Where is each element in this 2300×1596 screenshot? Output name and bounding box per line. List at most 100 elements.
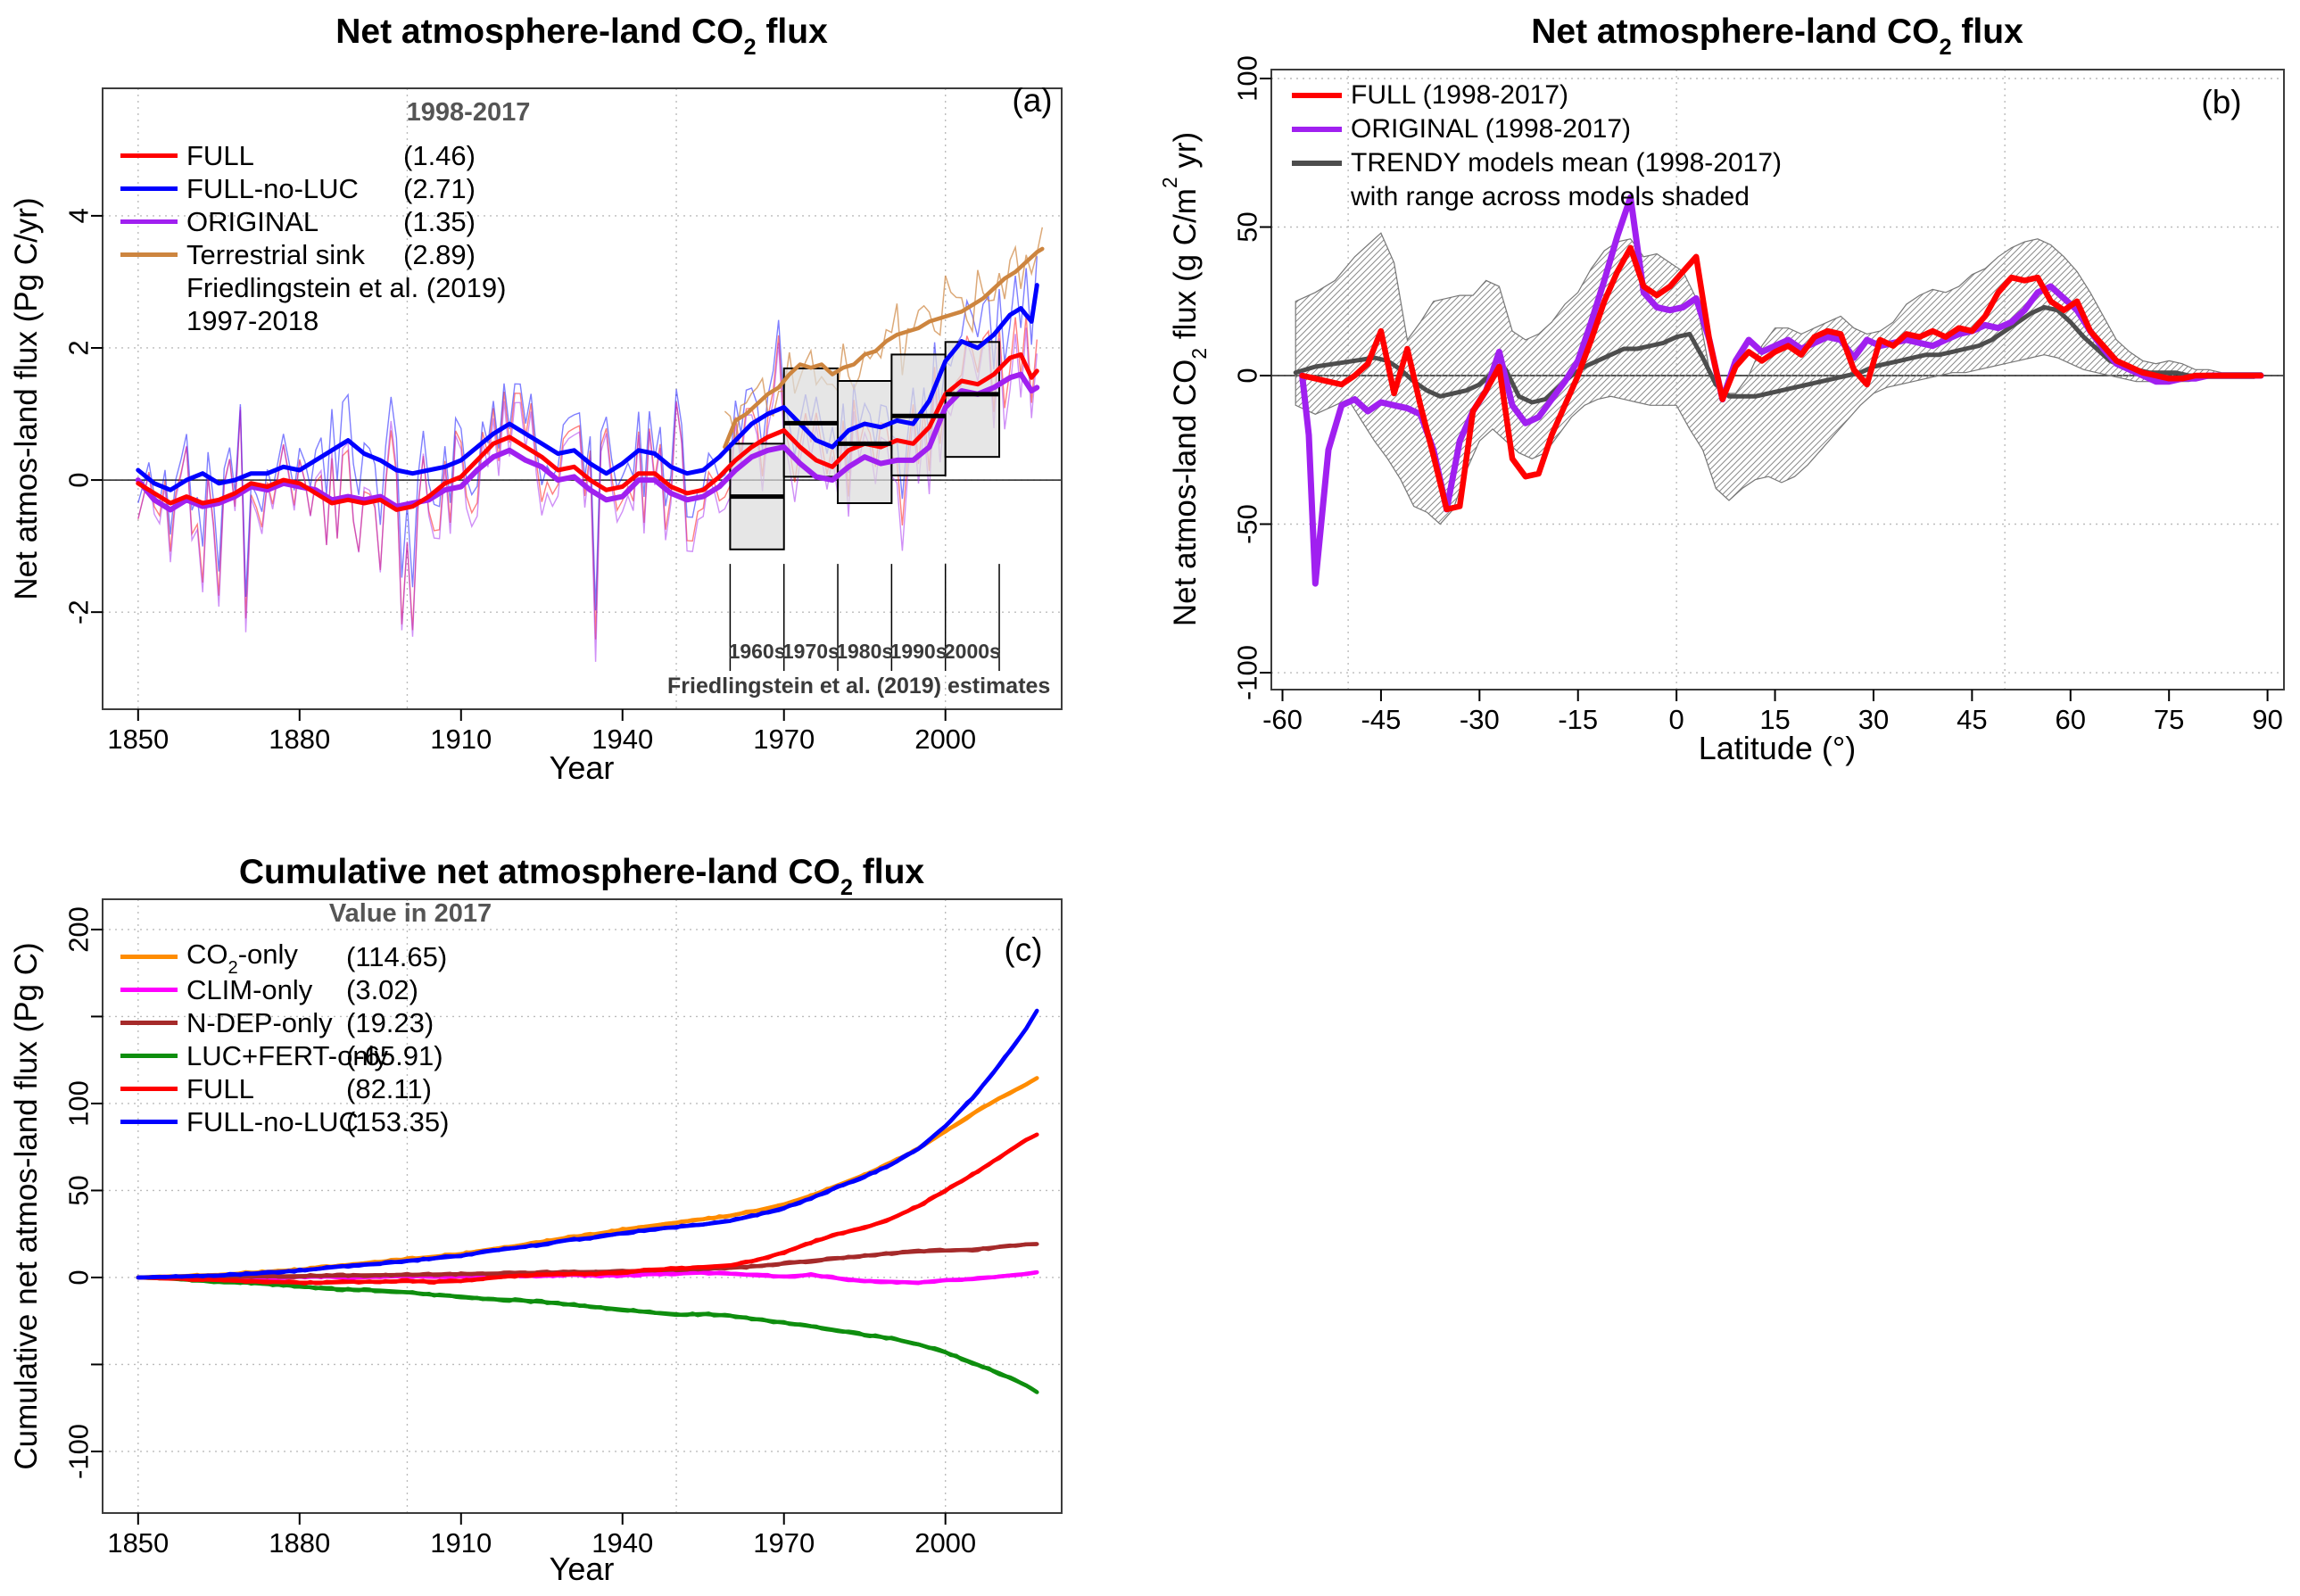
panel-c-y-axis-label: Cumulative net atmos-land flux (Pg C) xyxy=(9,942,44,1470)
legend-row-full: FULL (1998-2017) xyxy=(1292,79,1782,112)
y-tick-label: -100 xyxy=(1232,645,1263,700)
luc-fert-only-line-swatch xyxy=(120,1054,178,1058)
x-tick-label: 1910 xyxy=(430,1527,492,1559)
panel-c-x-axis-label: Year xyxy=(549,1551,615,1587)
x-tick-label: -45 xyxy=(1361,704,1402,735)
plot-frame xyxy=(1270,69,2285,690)
panel-b-y-axis-label: Net atmos-land CO2 flux (g C/m2 yr) xyxy=(1158,131,1211,627)
legend-label: ORIGINAL xyxy=(186,205,319,237)
x-tick-label: 2000 xyxy=(914,1527,976,1559)
panel-a-legend: FULL (1.46) FULL-no-LUC (2.71) ORIGINAL … xyxy=(120,139,506,337)
legend-row-full-no-luc: FULL-no-LUC (2.71) xyxy=(120,172,506,205)
legend-label: FULL-no-LUC xyxy=(186,172,359,204)
original-line-swatch xyxy=(120,219,178,224)
series-FULL xyxy=(136,351,1039,512)
series-FULL-no-LUC xyxy=(136,283,1039,492)
panel-b-legend: FULL (1998-2017) ORIGINAL (1998-2017) TR… xyxy=(1292,79,1782,214)
y-tick-label: 50 xyxy=(63,1175,95,1205)
decade-label: 1990s xyxy=(890,640,947,663)
legend-row-original: ORIGINAL (1998-2017) xyxy=(1292,112,1782,146)
full-line-swatch xyxy=(120,1087,178,1091)
x-tick-label: 75 xyxy=(2154,704,2184,735)
decade-label: 1970s xyxy=(782,640,840,663)
x-tick-label: 1940 xyxy=(592,724,653,755)
co2-only-line-swatch xyxy=(120,955,178,959)
y-tick-label: -2 xyxy=(63,600,95,624)
y-tick-label: 200 xyxy=(63,906,95,953)
plot-frame xyxy=(102,898,1063,1514)
legend-label: FULL xyxy=(186,1072,254,1104)
decade-label: 1960s xyxy=(729,640,786,663)
decade-label: 2000s xyxy=(944,640,1001,663)
series-Terrestrial sink xyxy=(723,246,1045,450)
legend-label: CLIM-only xyxy=(186,973,313,1005)
x-tick-label: 1850 xyxy=(107,1527,169,1559)
legend-row-ndep-only: N-DEP-only (19.23) xyxy=(120,1006,434,1039)
series-annual-FULL xyxy=(137,1132,1038,1286)
full-line-swatch xyxy=(1292,93,1342,98)
legend-citation-line: Friedlingstein et al. (2019) xyxy=(186,272,507,303)
full-no-luc-line-swatch xyxy=(120,1120,178,1124)
decade-label: 1980s xyxy=(836,640,893,663)
legend-label: ORIGINAL (1998-2017) xyxy=(1351,114,1632,144)
legend-row-co2-only: CO2-only (114.65) xyxy=(120,938,447,978)
series-FULL xyxy=(1299,244,2264,513)
legend-label: CO2-only xyxy=(186,938,298,978)
ndep-only-line-swatch xyxy=(120,1021,178,1025)
legend-label: FULL xyxy=(186,139,254,171)
series-LUC+FERT-only xyxy=(136,1275,1039,1394)
terrestrial-sink-line-swatch xyxy=(120,252,178,257)
legend-value: (1.35) xyxy=(403,205,476,237)
x-tick-label: 2000 xyxy=(914,724,976,755)
decade-boxes-caption: Friedlingstein et al. (2019) estimates xyxy=(667,674,1050,699)
clim-only-line-swatch xyxy=(120,988,178,992)
panel-b: -60 -45 -30 -15 0 15 30 45 60 75 90 100 50 0 -50 -100 xyxy=(1232,55,2285,735)
x-tick-label: -30 xyxy=(1460,704,1500,735)
panel-b-letter: (b) xyxy=(2201,84,2242,120)
x-tick-label: 1880 xyxy=(269,724,330,755)
y-tick-label: 0 xyxy=(1232,368,1263,383)
legend-value: (1.46) xyxy=(403,139,476,171)
x-tick-label: 1910 xyxy=(430,724,492,755)
legend-row-full-no-luc: FULL-no-LUC (153.35) xyxy=(120,1105,449,1138)
x-tick-label: 1940 xyxy=(592,1527,653,1559)
legend-shaded-range-note: with range across models shaded xyxy=(1351,182,1750,211)
panel-b-title: Net atmosphere-land CO2 flux xyxy=(1531,12,2023,61)
y-tick-label: 0 xyxy=(63,1269,95,1285)
panel-c-legend: CO2-only (114.65) CLIM-only (3.02) N-DEP… xyxy=(120,938,449,1138)
panel-b-x-axis-label: Latitude (°) xyxy=(1698,730,1857,766)
panel-c: 1850 1880 1910 1940 1970 2000 200 100 50 0 -100 xyxy=(63,898,1063,1559)
legend-row-original: ORIGINAL (1.35) xyxy=(120,205,506,238)
legend-value: (114.65) xyxy=(346,940,448,972)
legend-value: (19.23) xyxy=(346,1006,434,1038)
panel-a-title: Net atmosphere-land CO2 flux xyxy=(335,12,828,61)
y-tick-label: 50 xyxy=(1232,211,1263,242)
legend-row-luc-fert-only: LUC+FERT-only (-65.91) xyxy=(120,1039,443,1072)
series-TRENDY models mean xyxy=(1293,304,2257,405)
trendy-mean-line-swatch xyxy=(1292,161,1342,166)
series-ORIGINAL xyxy=(135,371,1040,513)
x-tick-label: 60 xyxy=(2056,704,2086,735)
legend-period-line: 1997-2018 xyxy=(186,305,319,336)
x-tick-label: 1970 xyxy=(753,724,815,755)
x-tick-label: 90 xyxy=(2252,704,2282,735)
legend-value: (3.02) xyxy=(346,973,418,1005)
plot-area xyxy=(1293,194,2264,587)
legend-row-trendy-mean: TRENDY models mean (1998-2017) xyxy=(1292,146,1782,180)
panel-c-legend-header: Value in 2017 xyxy=(328,899,492,928)
y-tick-label: 0 xyxy=(63,472,95,487)
panel-a-y-axis-label: Net atmos-land flux (Pg C/yr) xyxy=(9,197,44,600)
y-tick-label: -100 xyxy=(63,1424,95,1479)
plot-frame xyxy=(102,87,1063,710)
y-tick-label: 100 xyxy=(63,1080,95,1127)
y-tick-label: 2 xyxy=(63,340,95,355)
legend-label: FULL-no-LUC xyxy=(186,1105,359,1137)
legend-label: LUC+FERT-only xyxy=(186,1039,388,1071)
panel-c-title: Cumulative net atmosphere-land CO2 flux xyxy=(238,853,925,901)
legend-value: (2.89) xyxy=(403,238,476,270)
series-annual-FULL-no-LUC xyxy=(137,1009,1039,1280)
plot-area xyxy=(136,1008,1039,1394)
